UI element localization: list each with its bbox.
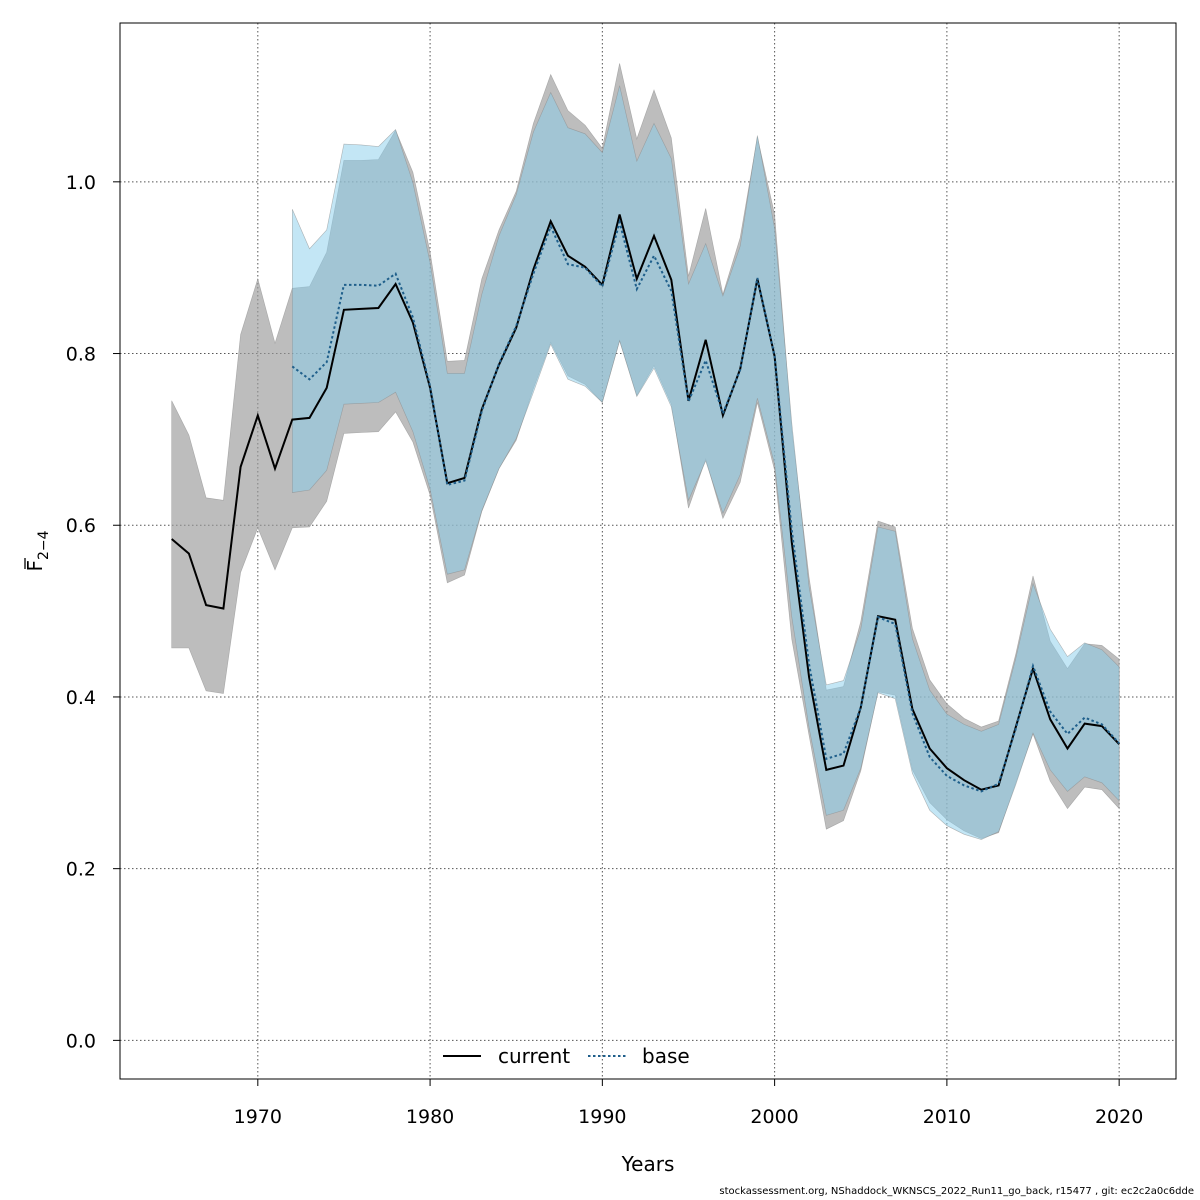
x-axis-title: Years — [621, 1152, 675, 1176]
series-line-base — [291, 218, 1120, 793]
series-line-current — [171, 214, 1120, 791]
confidence-band-base — [292, 85, 1120, 840]
legend: current base — [443, 1044, 690, 1068]
y-axis: 0.0 0.2 0.4 0.6 0.8 1.0 — [66, 172, 120, 1052]
y-tick-label: 0.4 — [66, 687, 96, 709]
x-tick-label: 2000 — [750, 1106, 798, 1128]
y-tick-label: 0.8 — [66, 344, 96, 366]
svg-text:F2−4: F2−4 — [23, 530, 52, 571]
y-axis-title-main: F — [23, 560, 47, 572]
footer-note: stockassessment.org, NShaddock_WKNSCS_20… — [719, 1186, 1194, 1197]
x-axis: 1970 1980 1990 2000 2010 2020 — [234, 1079, 1143, 1128]
legend-label-base: base — [642, 1044, 690, 1068]
x-tick-label: 1990 — [578, 1106, 626, 1128]
y-tick-label: 0.0 — [66, 1030, 96, 1052]
y-tick-label: 1.0 — [66, 172, 96, 194]
y-axis-title-subscript: 2−4 — [36, 530, 52, 560]
plot-frame — [119, 22, 1177, 1080]
y-tick-label: 0.2 — [66, 859, 96, 881]
confidence-bands — [171, 63, 1120, 840]
x-tick-label: 2010 — [923, 1106, 971, 1128]
legend-label-current: current — [498, 1044, 570, 1068]
x-tick-label: 1980 — [406, 1106, 454, 1128]
series-lines — [171, 214, 1120, 793]
x-tick-label: 2020 — [1095, 1106, 1143, 1128]
x-tick-label: 1970 — [234, 1106, 282, 1128]
y-axis-title: F2−4 — [23, 530, 52, 571]
y-tick-label: 0.6 — [66, 515, 96, 537]
